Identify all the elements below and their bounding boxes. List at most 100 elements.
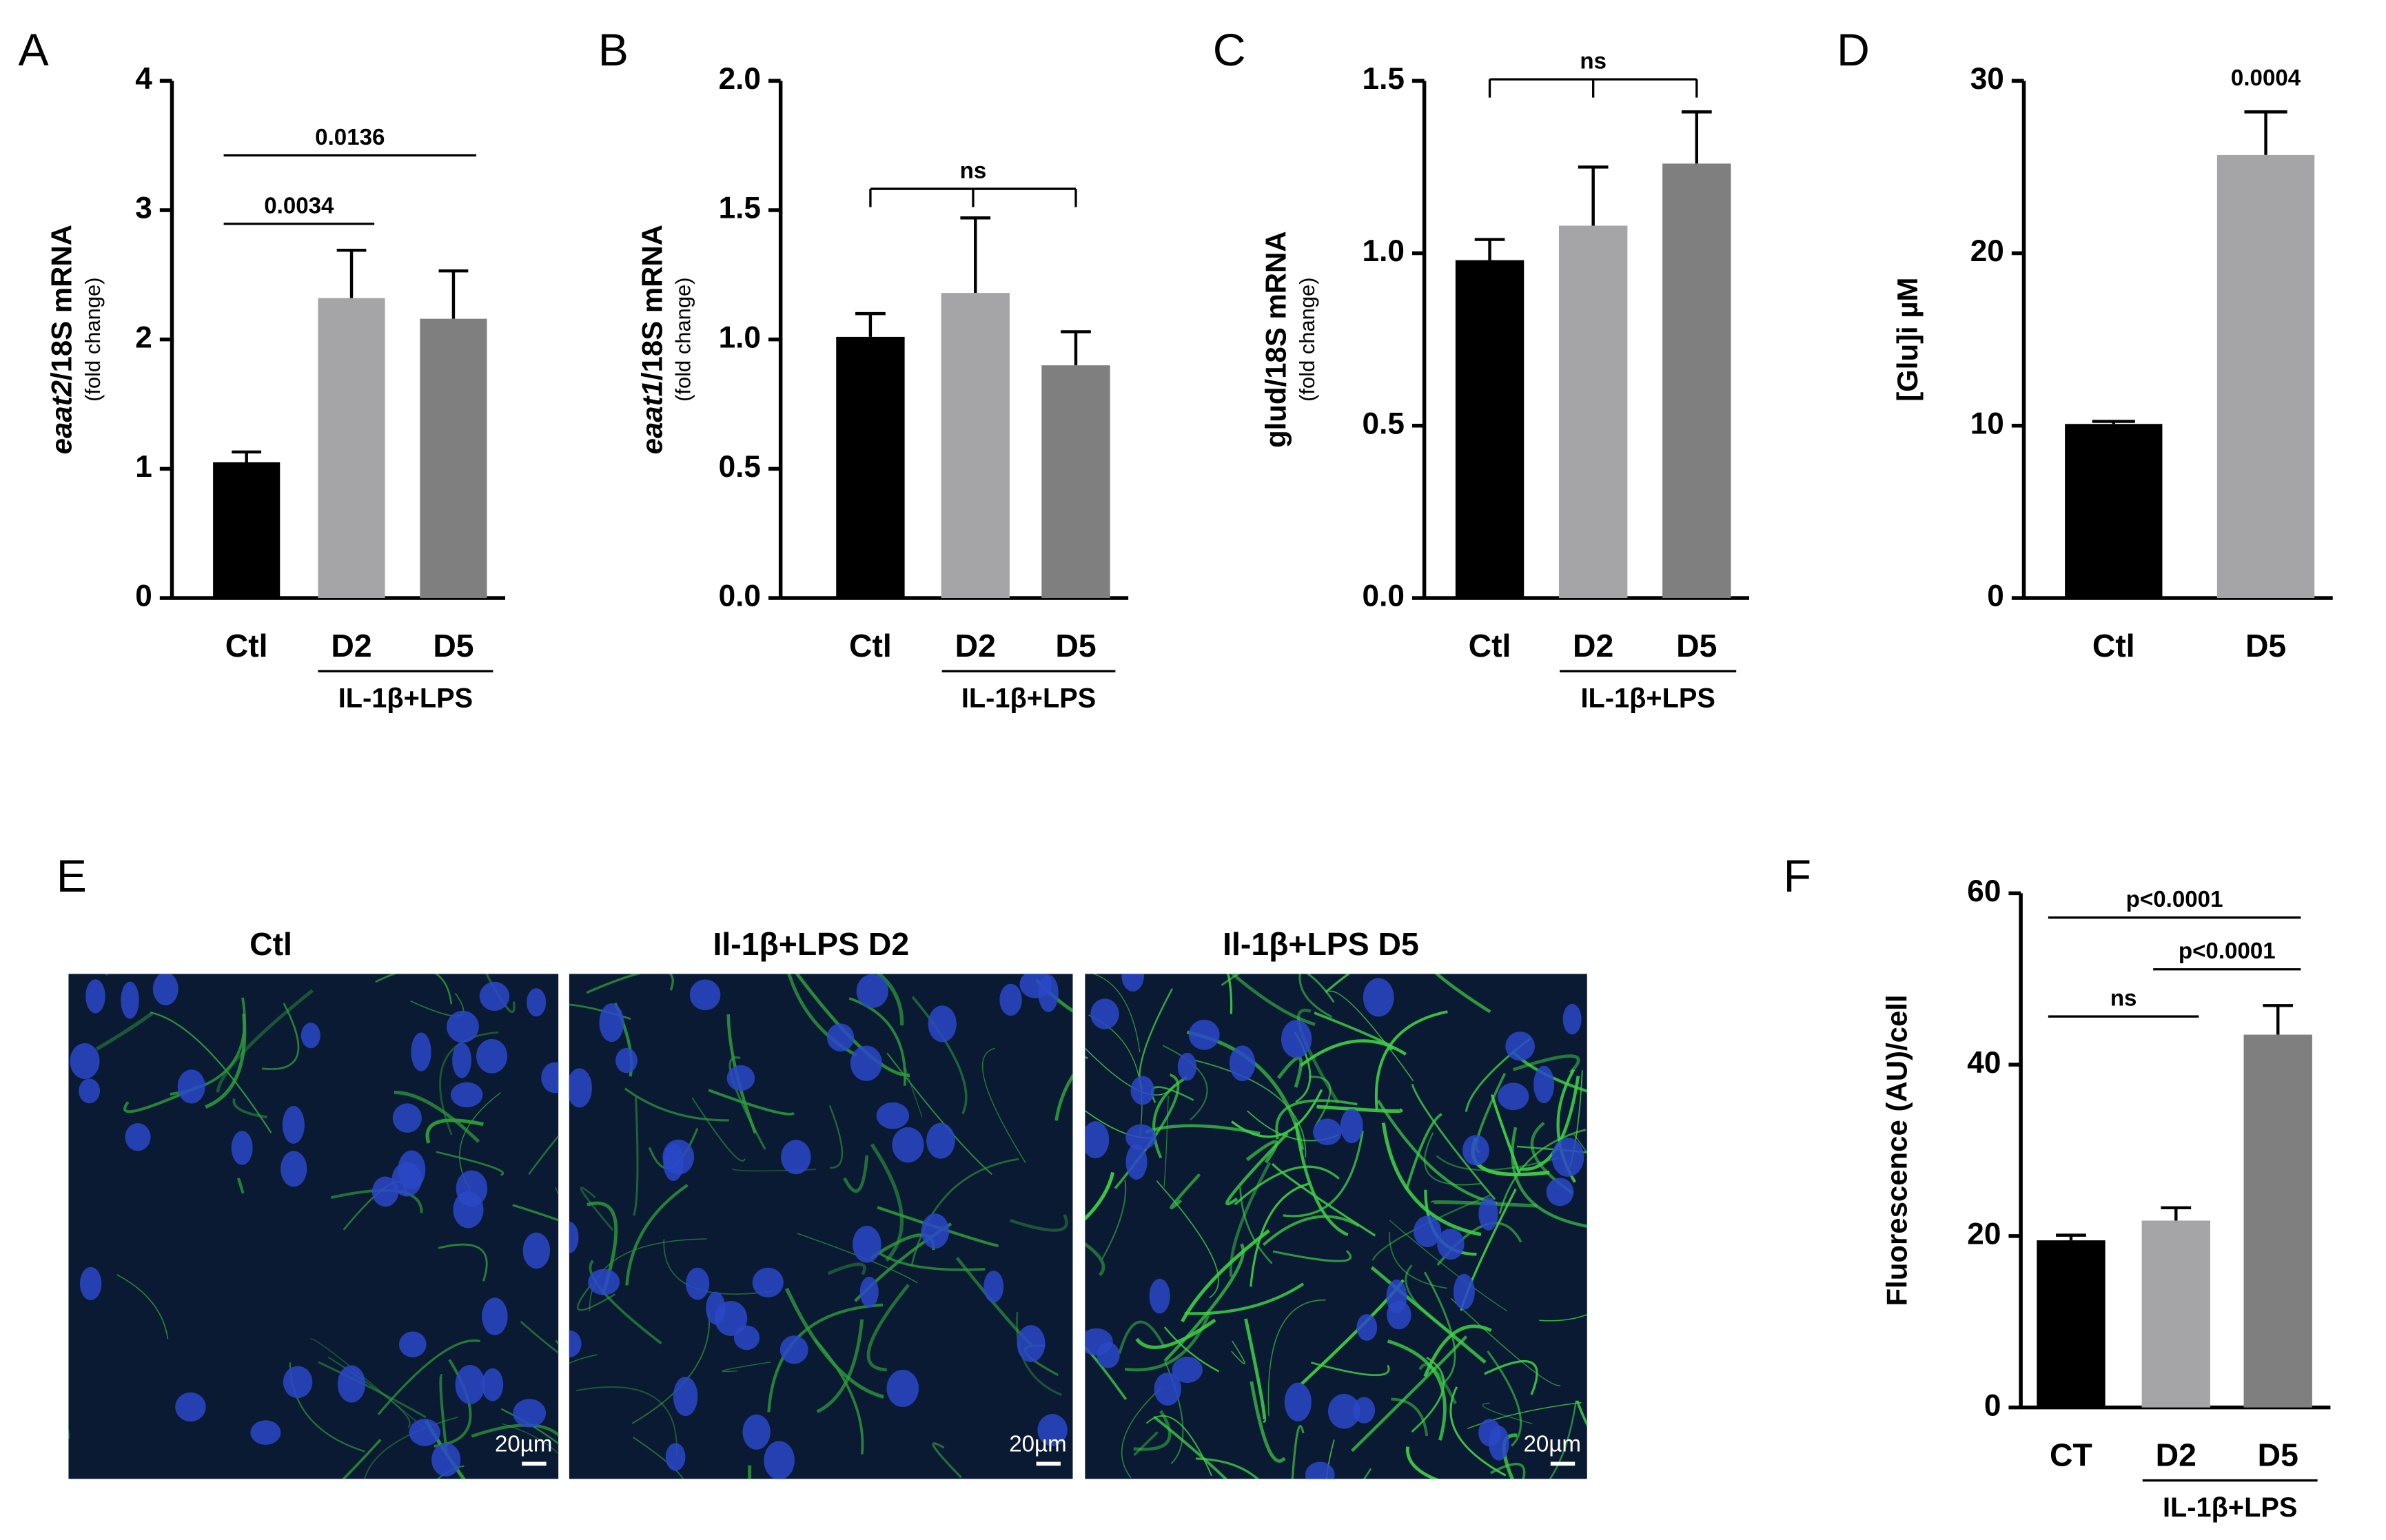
y-axis-label: eaat2/18S mRNA (45, 225, 78, 454)
y-tick-label: 1.5 (719, 192, 761, 225)
y-tick-label: 1.0 (1363, 234, 1405, 268)
nucleus (926, 1122, 955, 1159)
y-tick-label: 1.0 (719, 320, 761, 354)
fiber (1512, 1054, 1580, 1074)
nucleus (665, 1443, 686, 1471)
y-tick-label: 10 (1970, 407, 2004, 440)
bar (2037, 1240, 2105, 1408)
fiber (1298, 974, 1333, 1018)
fiber (439, 1031, 499, 1136)
nucleus (1121, 974, 1144, 992)
fiber (708, 1089, 795, 1116)
y-tick-label: 20 (1967, 1218, 2001, 1251)
fiber (471, 1424, 559, 1438)
nucleus (250, 1420, 281, 1445)
nucleus (152, 974, 179, 1006)
nucleus (411, 1032, 431, 1071)
nucleus (569, 1068, 592, 1108)
nucleus (1188, 1019, 1220, 1050)
nucleus (826, 1023, 855, 1052)
fiber (1239, 1187, 1273, 1264)
fiber (1310, 1362, 1390, 1377)
nucleus (1386, 1279, 1407, 1314)
nucleus (1313, 1118, 1342, 1146)
nucleus (85, 979, 105, 1014)
nucleus (409, 1419, 441, 1446)
bar (2243, 1034, 2312, 1408)
fiber (1221, 974, 1335, 1003)
significance-label: ns (2110, 986, 2137, 1012)
fiber (767, 1303, 884, 1413)
nucleus (1037, 1414, 1068, 1446)
fiber (1231, 1089, 1323, 1138)
fiber (1309, 1076, 1332, 1127)
fiber (624, 1087, 729, 1122)
significance-label: 0.0004 (2231, 65, 2301, 91)
nucleus (70, 1043, 100, 1079)
x-tick-label: D2 (331, 628, 371, 664)
fiber (1502, 1433, 1518, 1479)
fiber (1101, 1180, 1127, 1260)
fiber (1326, 1439, 1335, 1479)
y-axis-label: Fluorescence (AU)/cell (1881, 994, 1913, 1306)
nucleus (1327, 1393, 1360, 1429)
x-tick-label: Ctl (1469, 628, 1511, 664)
fiber (502, 1423, 559, 1455)
nucleus (983, 1271, 1004, 1303)
micrograph-background (569, 974, 1073, 1479)
fiber (1085, 1242, 1105, 1277)
fiber (150, 1012, 272, 1133)
nucleus (125, 1123, 151, 1151)
nucleus (615, 1047, 638, 1074)
fiber (1424, 1132, 1482, 1186)
bar (420, 318, 487, 599)
fiber (1250, 1182, 1310, 1287)
nucleus (1437, 1229, 1465, 1260)
fiber (1511, 1127, 1587, 1228)
fiber (1118, 1320, 1166, 1355)
nucleus (689, 979, 721, 1011)
fiber (1423, 1271, 1456, 1385)
nucleus (371, 1176, 399, 1207)
x-tick-label: Ctl (2092, 628, 2135, 664)
fiber (1389, 1231, 1447, 1289)
panel-label: A (18, 25, 49, 76)
fiber (1374, 1010, 1448, 1111)
y-axis-label-part: [Glu]i µM (1891, 278, 1924, 402)
x-tick-label: D5 (1055, 628, 1096, 664)
y-axis-sublabel: (fold change) (1295, 277, 1319, 401)
micrograph (569, 974, 1073, 1479)
panel-label: E (57, 851, 87, 902)
fiber (866, 1284, 910, 1372)
nucleus (231, 1131, 253, 1165)
nucleus (1038, 974, 1059, 1012)
y-axis-label-part: eaat1 (635, 380, 668, 454)
fiber (1539, 1313, 1587, 1322)
nucleus (588, 1269, 620, 1295)
nucleus (398, 1150, 426, 1190)
nucleus (921, 1213, 950, 1249)
nucleus (1085, 1121, 1110, 1159)
nucleus (859, 1276, 879, 1308)
fiber (1229, 1162, 1272, 1277)
nucleus (599, 1003, 624, 1043)
y-tick-label: 30 (1970, 62, 2004, 96)
bar (1455, 260, 1525, 599)
nucleus (527, 988, 547, 1017)
fiber (1325, 974, 1351, 994)
y-tick-label: 0.0 (719, 579, 761, 613)
bar (2216, 154, 2315, 599)
fiber (1275, 1099, 1358, 1140)
fiber (439, 1374, 448, 1452)
fiber (1181, 1229, 1270, 1323)
fiber (1262, 1215, 1360, 1246)
nucleus (482, 1368, 504, 1402)
nucleus (177, 1069, 205, 1104)
fiber (1272, 1250, 1352, 1262)
y-tick-label: 0.0 (1363, 579, 1405, 613)
fiber (1163, 1096, 1169, 1187)
fiber (1487, 1350, 1522, 1447)
nucleus (79, 1078, 101, 1104)
panel-label: C (1213, 25, 1246, 76)
nucleus (714, 1301, 748, 1336)
